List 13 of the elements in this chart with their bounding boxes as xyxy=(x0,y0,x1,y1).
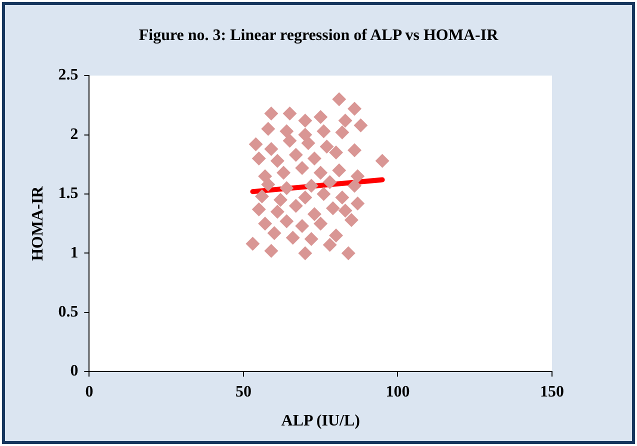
x-tick-label: 0 xyxy=(85,383,94,400)
y-tick-label: 0.5 xyxy=(58,304,78,321)
y-axis-title: HOMA-IR xyxy=(30,186,47,261)
x-tick-label: 100 xyxy=(386,383,410,400)
y-tick-label: 1.5 xyxy=(58,185,78,202)
y-tick-label: 2.5 xyxy=(58,66,78,84)
x-tick-label: 50 xyxy=(235,383,252,400)
y-tick-label: 1 xyxy=(70,244,78,262)
x-axis-title: ALP (IU/L) xyxy=(281,412,360,430)
x-tick-label: 150 xyxy=(540,383,564,400)
y-tick-label: 2 xyxy=(70,126,78,143)
y-tick-label: 0 xyxy=(70,362,78,380)
chart-title: Figure no. 3: Linear regression of ALP vs HOMA-IR xyxy=(138,27,500,45)
